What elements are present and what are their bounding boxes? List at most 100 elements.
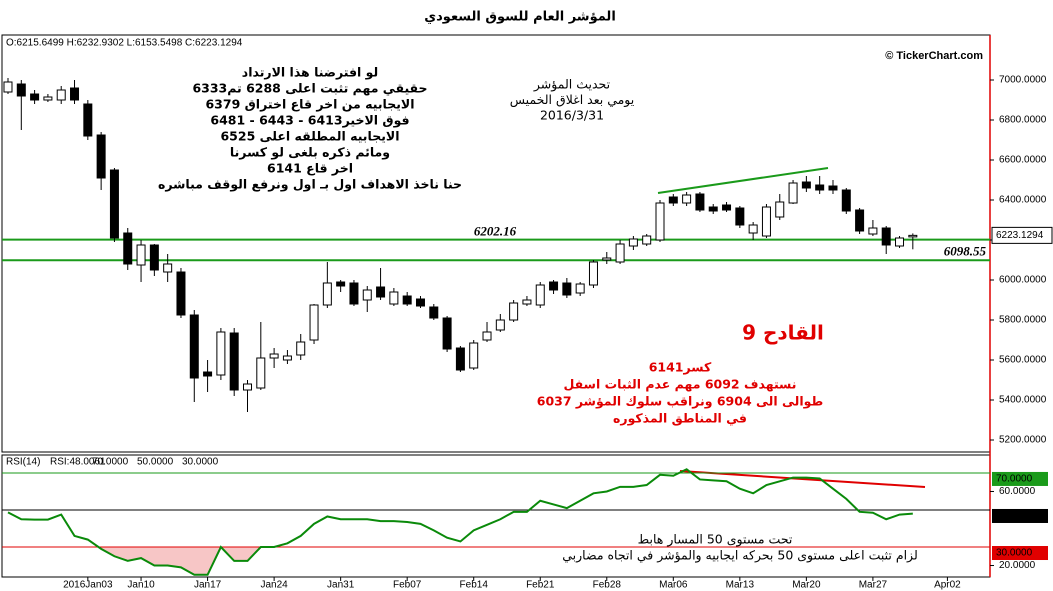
x-tick-label: Apr02	[934, 580, 961, 591]
annotation: كسر6141	[649, 360, 712, 375]
level-box	[992, 546, 1048, 561]
candle-body	[735, 207, 745, 226]
candle-body	[682, 194, 692, 204]
candle-body	[575, 283, 585, 294]
annotation: اخر قاع 6141	[267, 161, 353, 176]
trend-line	[657, 167, 829, 194]
candle-body	[109, 169, 119, 239]
candle-body	[322, 282, 332, 306]
candle-body	[43, 96, 53, 101]
candle-body	[402, 295, 412, 305]
x-tick-label: Jan10	[127, 580, 155, 591]
candle-body	[509, 302, 519, 321]
y-tick-label: 7000.0000	[999, 75, 1047, 86]
candle-body	[788, 182, 798, 204]
annotation: 2016/3/31	[540, 108, 604, 123]
last-price-box	[991, 226, 1053, 244]
candle-body	[908, 234, 918, 238]
candle-body	[83, 103, 93, 137]
candle-body	[881, 227, 891, 246]
candle-body	[243, 383, 253, 391]
candle-body	[123, 232, 133, 265]
price-line-label: 6098.55	[944, 243, 987, 258]
candle-body	[30, 93, 40, 101]
candle-body	[895, 237, 905, 247]
source: © TickerChart.com	[885, 50, 983, 62]
annotation: حقيقي مهم تثبت اعلى 6288 تم6333	[192, 81, 427, 96]
candle-body	[136, 244, 146, 266]
y-tick-label: 6800.0000	[999, 115, 1047, 126]
last-price-label: 6223.1294	[996, 230, 1044, 241]
annotation: لو افترضنا هذا الارتداد	[242, 65, 378, 80]
candle-body	[3, 81, 13, 93]
x-tick-label: Mar20	[792, 580, 821, 591]
annotation: تحت مستوى 50 المسار هابط	[638, 532, 793, 548]
ohlc-label: O:6215.6499 H:6232.9302 L:6153.5498 C:62…	[6, 38, 243, 49]
x-tick-label: Mar13	[726, 580, 755, 591]
rsi-value: RSI:48.0061	[50, 457, 106, 468]
annotation: لزام تثبت اعلى مستوى 50 بحركه ايجابيه وا…	[562, 548, 918, 564]
candle-body	[70, 87, 80, 101]
candle-body	[748, 224, 758, 234]
candle-body	[775, 201, 785, 218]
candle-body	[389, 291, 399, 305]
x-tick-label: Jan17	[194, 580, 222, 591]
candle-body	[376, 286, 386, 298]
y-tick-label: 5800.0000	[999, 315, 1047, 326]
candle-body	[16, 83, 26, 97]
candle-body	[415, 298, 425, 307]
candle-body	[562, 282, 572, 296]
oversold-fill	[7, 547, 913, 575]
rsi-header-level: 70.0000	[92, 457, 129, 468]
annotation: الايجابيه من اخر قاع اختراق 6379	[205, 97, 414, 112]
candle-body	[602, 257, 612, 261]
candle-body	[841, 189, 851, 212]
candle-body	[296, 341, 306, 356]
rsi-header-level: 50.0000	[137, 457, 174, 468]
candle-body	[362, 289, 372, 301]
y-tick-label: 6000.0000	[999, 275, 1047, 286]
x-tick-label: Mar27	[859, 580, 888, 591]
candle-body	[828, 185, 838, 191]
candle-body	[588, 261, 598, 286]
candle-body	[176, 271, 186, 316]
annotation: فوق الاخير6413 - 6443 - 6481	[210, 113, 409, 128]
x-tick-label: Feb21	[526, 580, 555, 591]
rsi-header-level: 30.0000	[182, 457, 219, 468]
y-tick-label: 5600.0000	[999, 355, 1047, 366]
level-label: 70.0000	[996, 474, 1033, 485]
candle-body	[349, 282, 359, 305]
annotation: يومي بعد اغلاق الخميس	[510, 92, 635, 108]
candle-body	[256, 357, 266, 389]
candle-body	[549, 281, 559, 291]
candle-body	[216, 331, 226, 376]
candle-body	[668, 196, 678, 204]
x-tick-label: Mar06	[659, 580, 688, 591]
candle-body	[482, 331, 492, 341]
level-box	[992, 471, 1048, 486]
annotation: نستهدف 6092 مهم عدم الثبات اسفل	[564, 377, 797, 393]
candle-body	[815, 184, 825, 191]
candle-body	[149, 244, 159, 271]
candle-body	[269, 353, 279, 359]
rsi-line	[7, 468, 913, 576]
price-line-label: 6202.16	[474, 224, 517, 239]
candle-body	[855, 209, 865, 232]
x-tick-label: Feb07	[393, 580, 422, 591]
candle-body	[868, 227, 878, 235]
candle-body	[695, 193, 705, 211]
candle-body	[56, 89, 66, 101]
candle-body	[495, 319, 505, 331]
price-panel	[1, 34, 991, 453]
candle-body	[708, 206, 718, 212]
y-tick-label: 6600.0000	[999, 155, 1047, 166]
rsi-trend-line	[679, 470, 926, 488]
candle-body	[535, 284, 545, 306]
candle-body	[163, 263, 173, 273]
candle-body	[615, 243, 625, 263]
candle-body	[761, 206, 771, 237]
candle-body	[801, 181, 811, 189]
candle-body	[336, 281, 346, 287]
candle-body	[442, 317, 452, 350]
